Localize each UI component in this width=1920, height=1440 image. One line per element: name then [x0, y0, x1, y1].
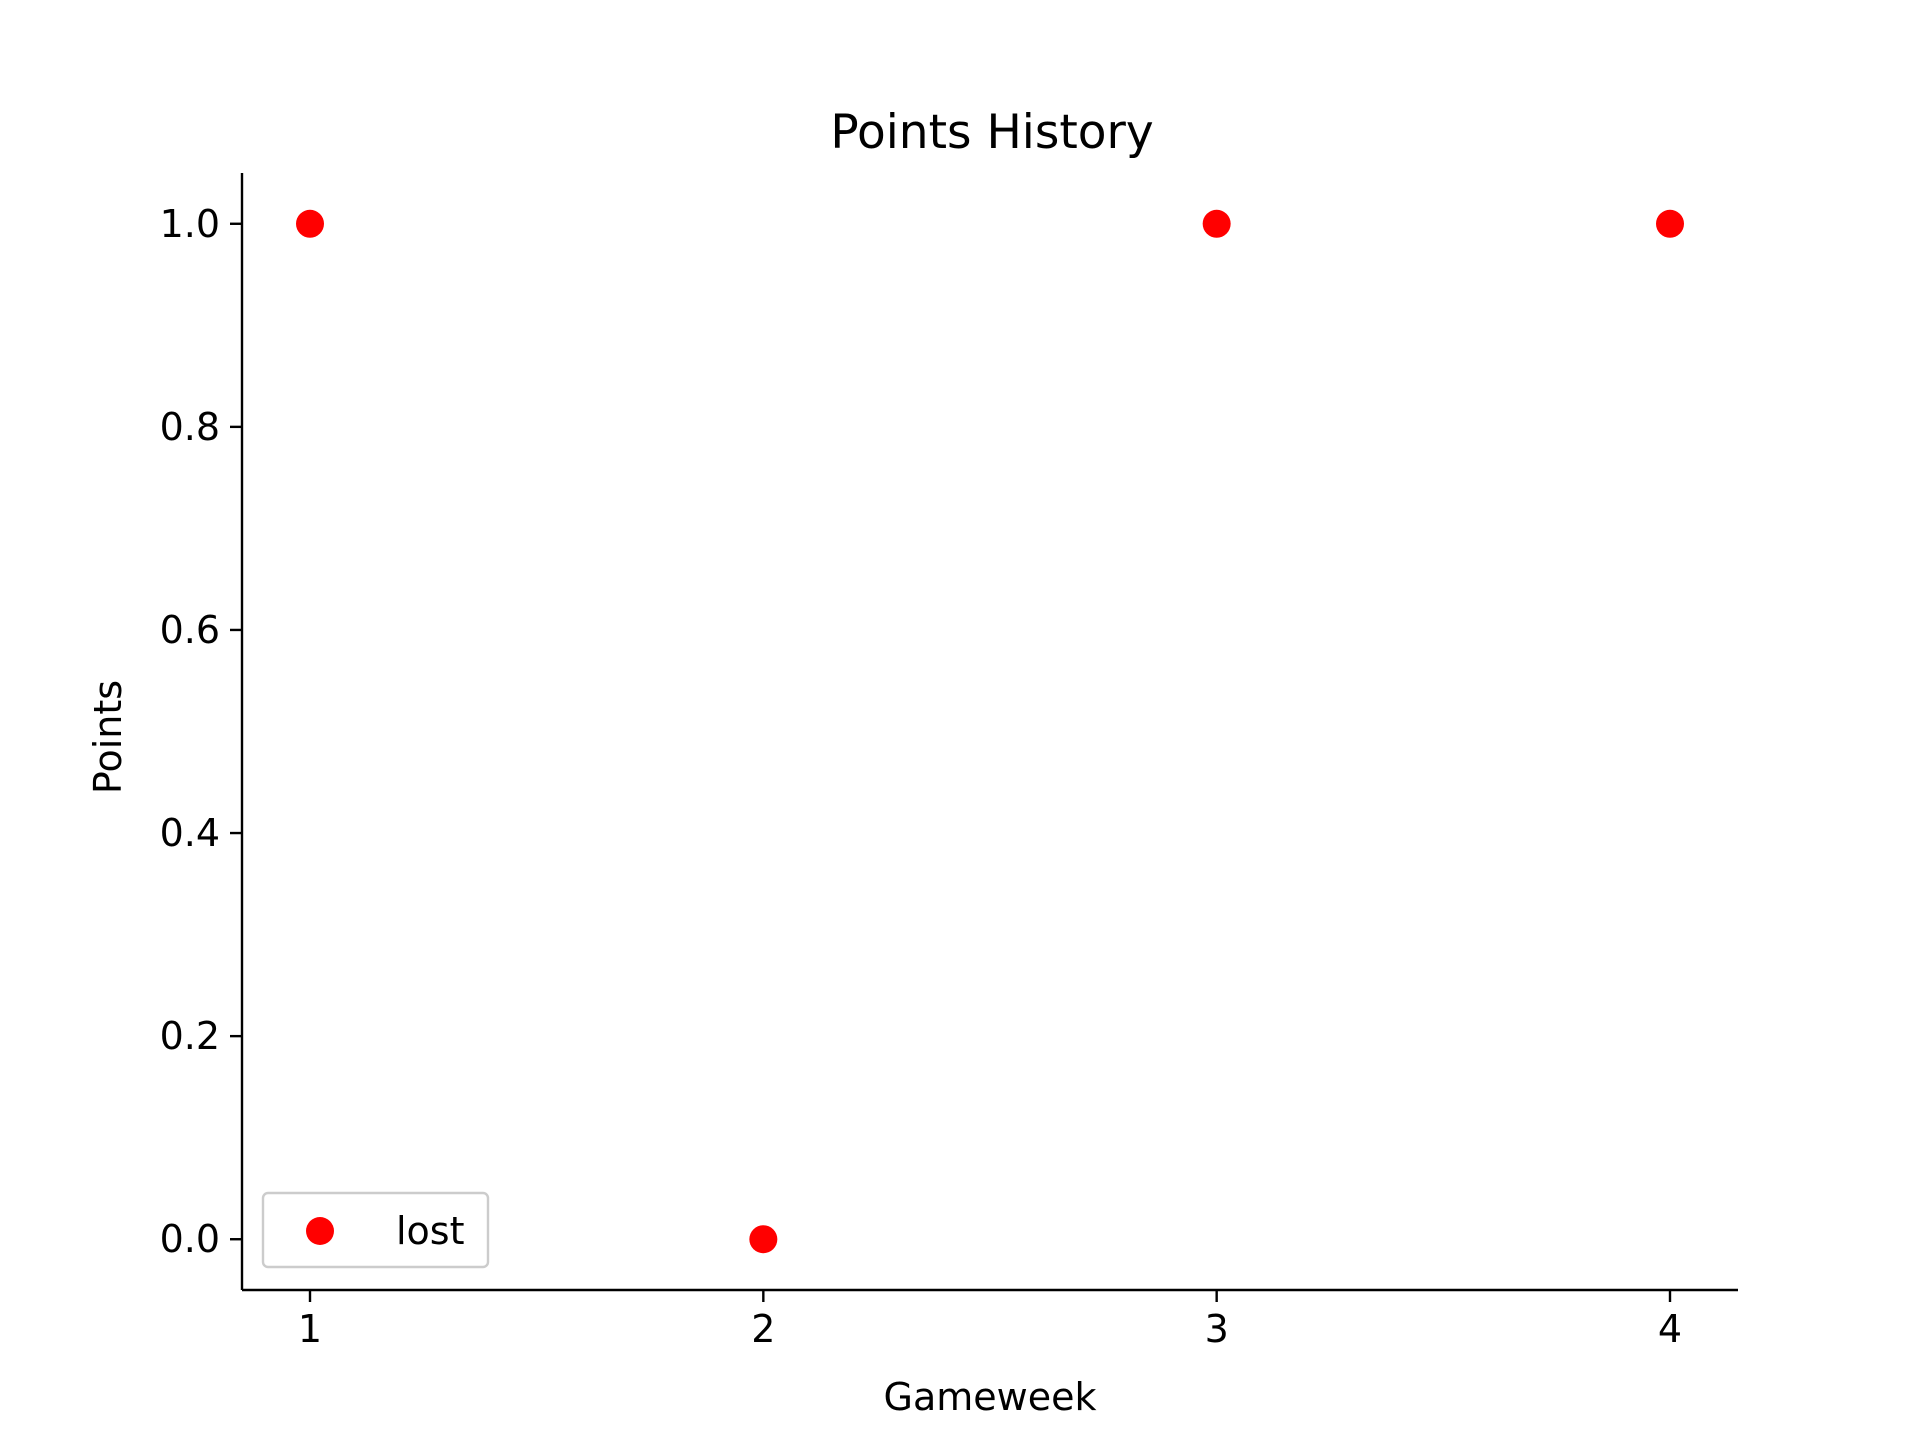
legend-label-lost: lost	[396, 1209, 465, 1253]
data-points	[296, 209, 1684, 1254]
y-axis-label: Points	[86, 680, 130, 794]
y-tick-label: 0.8	[160, 405, 220, 449]
x-tick-label: 3	[1205, 1307, 1229, 1351]
x-axis-label: Gameweek	[884, 1375, 1097, 1419]
legend-marker-lost	[306, 1217, 334, 1245]
data-point	[749, 1225, 778, 1254]
x-tick-label: 4	[1658, 1307, 1682, 1351]
y-tick-label: 0.0	[160, 1217, 220, 1261]
data-point	[1202, 209, 1231, 238]
legend-box	[261, 1191, 490, 1269]
y-tick-label: 0.4	[160, 811, 220, 855]
x-axis-ticks: 1 2 3 4	[298, 1290, 1682, 1351]
data-point	[1656, 209, 1684, 238]
data-point	[296, 209, 324, 238]
x-tick-label: 1	[298, 1307, 322, 1351]
plot-area: 1 2 3 4 0.0 0.2 0.4 0.6 0.8 1.0	[160, 173, 1738, 1351]
y-axis-ticks: 0.0 0.2 0.4 0.6 0.8 1.0	[160, 202, 242, 1261]
chart-title: Points History	[830, 105, 1153, 160]
y-tick-label: 0.2	[160, 1014, 220, 1058]
legend: lost	[261, 1191, 490, 1269]
y-tick-label: 0.6	[160, 608, 220, 652]
x-tick-label: 2	[751, 1307, 775, 1351]
y-tick-label: 1.0	[160, 202, 220, 246]
